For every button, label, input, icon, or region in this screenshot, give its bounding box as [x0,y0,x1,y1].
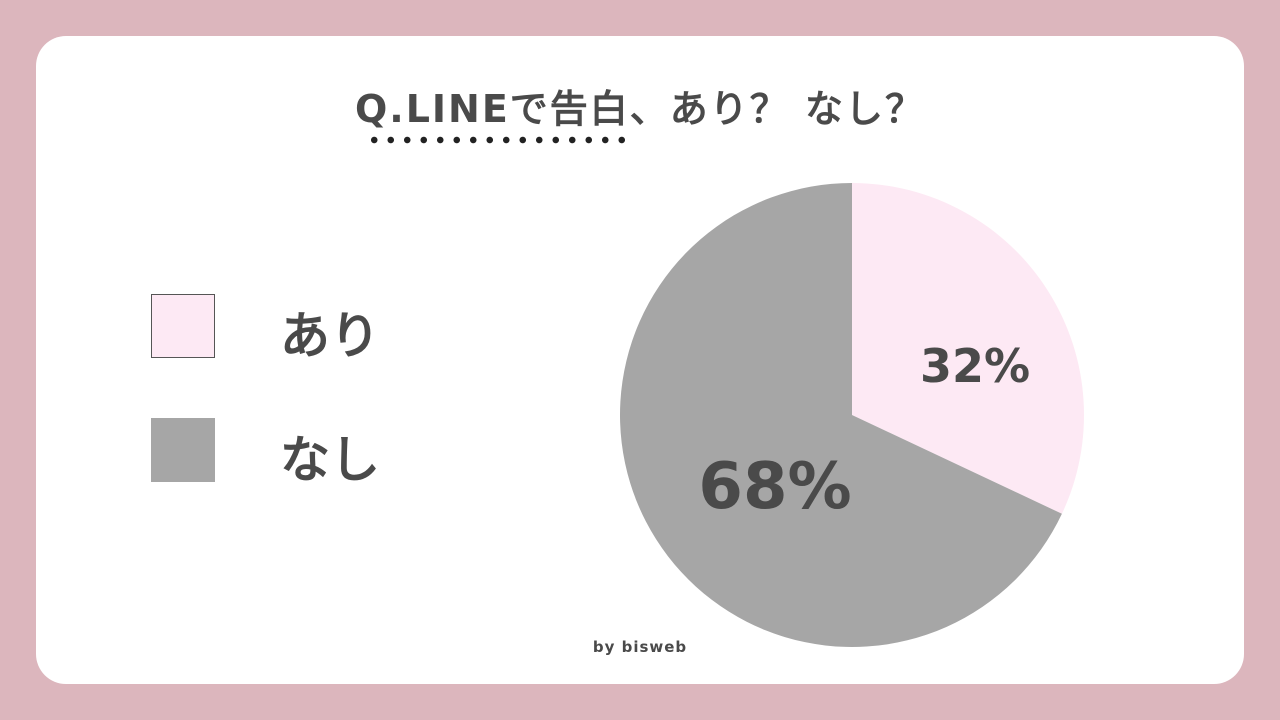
legend-label-ari: あり [280,307,380,365]
legend-swatch-nashi [151,418,215,482]
title-underline-dots [366,136,630,144]
credit: by bisweb [592,638,688,656]
pie-slice-0 [852,183,1085,514]
chart-title: Q.LINEで告白、あり？ なし？ [354,87,926,131]
pie-data-label-1: 68% [698,450,851,524]
legend-label-nashi: なし [280,431,380,489]
pie-data-label-0: 32% [920,339,1030,393]
pie-slice-1 [620,183,1062,647]
legend-swatch-ari [151,294,215,358]
